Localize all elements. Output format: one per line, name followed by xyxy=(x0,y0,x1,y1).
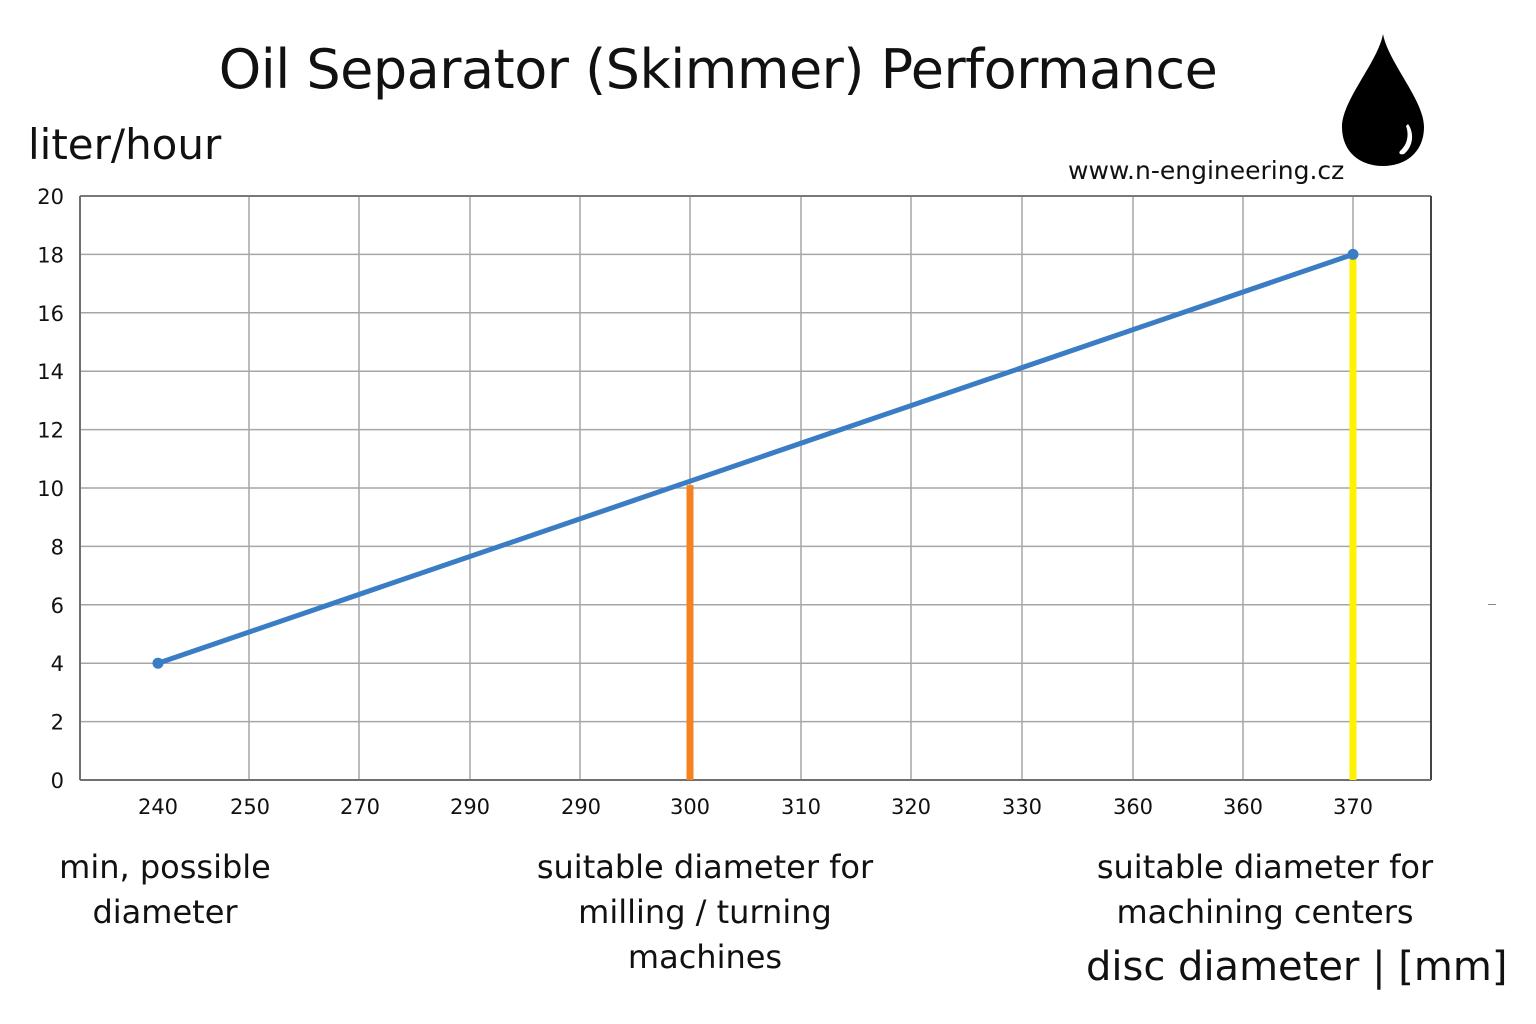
annotation-milling-turning: suitable diameter for milling / turning … xyxy=(500,845,910,980)
website-label: www.n-engineering.cz xyxy=(1068,156,1345,185)
x-tick-label: 370 xyxy=(1333,795,1373,819)
y-tick-label: 6 xyxy=(51,594,64,618)
y-tick-label: 0 xyxy=(51,769,64,793)
x-tick-label: 300 xyxy=(670,795,710,819)
x-tick-label: 360 xyxy=(1113,795,1153,819)
y-tick-label: 12 xyxy=(37,419,64,443)
annotation-line: diameter xyxy=(92,893,238,931)
y-tick-label: 2 xyxy=(51,711,64,735)
series-line xyxy=(155,251,1356,666)
vertical-markers xyxy=(686,254,1357,780)
horizontal-gridlines xyxy=(80,253,1431,723)
y-axis-label: liter/hour xyxy=(28,120,222,169)
y-tick-label: 18 xyxy=(37,243,64,267)
x-axis-label: disc diameter | [mm] xyxy=(1086,944,1508,990)
y-tick-label: 14 xyxy=(37,360,64,384)
stray-dash-mark xyxy=(1488,604,1496,605)
annotation-line: milling / turning xyxy=(578,893,832,931)
y-tick-label: 20 xyxy=(37,185,64,209)
annotation-min-diameter: min, possible diameter xyxy=(40,845,290,935)
y-axis-ticks: 0 2 4 6 8 10 12 14 16 18 20 xyxy=(37,185,64,793)
oil-drop-icon xyxy=(1342,34,1424,166)
x-tick-label: 270 xyxy=(340,795,380,819)
y-tick-label: 10 xyxy=(37,477,64,501)
x-axis-ticks: 240 250 270 290 290 300 310 320 330 360 360 370 xyxy=(138,795,1373,819)
x-tick-label: 360 xyxy=(1223,795,1263,819)
x-tick-label: 240 xyxy=(138,795,178,819)
x-tick-label: 290 xyxy=(561,795,601,819)
data-point-marker xyxy=(152,657,164,669)
x-tick-label: 290 xyxy=(450,795,490,819)
x-tick-label: 310 xyxy=(781,795,821,819)
y-tick-label: 8 xyxy=(51,535,64,559)
y-tick-label: 4 xyxy=(51,652,64,676)
x-tick-label: 330 xyxy=(1002,795,1042,819)
annotation-line: min, possible xyxy=(59,848,271,886)
annotation-line: suitable diameter for xyxy=(1096,848,1434,886)
data-point-marker xyxy=(1347,248,1359,260)
annotation-machining-centers: suitable diameter for machining centers xyxy=(1060,845,1470,935)
annotation-line: machining centers xyxy=(1116,893,1414,931)
annotation-line: suitable diameter for xyxy=(536,848,874,886)
x-tick-label: 250 xyxy=(230,795,270,819)
annotation-line: machines xyxy=(627,938,783,976)
chart-title: Oil Separator (Skimmer) Performance xyxy=(218,38,1218,101)
x-tick-label: 320 xyxy=(891,795,931,819)
data-series xyxy=(152,248,1359,669)
y-tick-label: 16 xyxy=(37,302,64,326)
